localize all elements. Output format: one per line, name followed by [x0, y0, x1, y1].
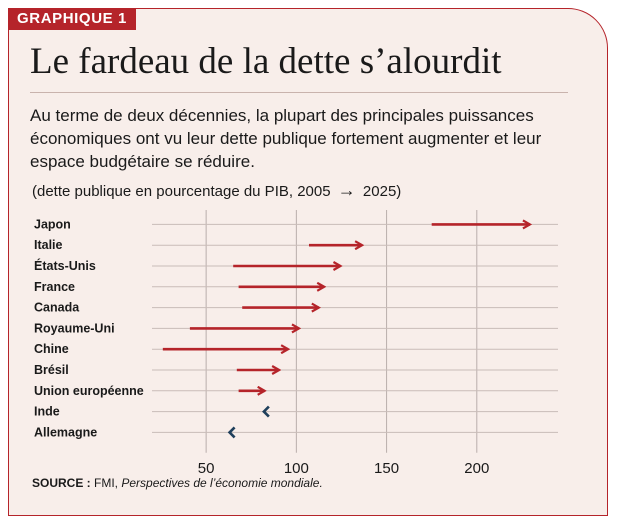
right-arrow-icon: →	[337, 180, 356, 200]
category-label: Union européenne	[34, 384, 144, 398]
category-label: France	[34, 280, 75, 294]
category-label: États-Unis	[34, 258, 96, 273]
x-tick-label-50: 50	[198, 460, 215, 477]
debt-arrow	[262, 405, 270, 418]
debt-arrow	[227, 426, 236, 439]
category-label: Brésil	[34, 363, 69, 377]
source-label: SOURCE :	[32, 476, 91, 490]
title-divider	[30, 92, 568, 93]
category-label: Japon	[34, 217, 71, 231]
chart-title: Le fardeau de la dette s’alourdit	[30, 41, 502, 82]
units-note-prefix: (dette publique en pourcentage du PIB, 2…	[32, 183, 331, 200]
source-note: SOURCE : FMI, Perspectives de l’économie…	[32, 476, 323, 490]
units-note-suffix: 2025)	[362, 183, 402, 200]
units-note: (dette publique en pourcentage du PIB, 2…	[32, 180, 401, 201]
category-label: Inde	[34, 405, 60, 419]
x-tick-label-100: 100	[284, 460, 309, 477]
figure-tag: GRAPHIQUE 1	[8, 8, 136, 30]
x-tick-label-200: 200	[464, 460, 489, 477]
chart-subtitle: Au terme de deux décennies, la plupart d…	[30, 106, 542, 171]
source-publication: Perspectives de l’économie mondiale.	[121, 476, 323, 490]
category-label: Royaume-Uni	[34, 321, 115, 335]
source-org: FMI,	[90, 476, 122, 490]
x-tick-label-150: 150	[374, 460, 399, 477]
category-label: Canada	[34, 301, 80, 315]
category-label: Allemagne	[34, 425, 97, 439]
category-label: Chine	[34, 342, 69, 356]
category-label: Italie	[34, 238, 63, 252]
